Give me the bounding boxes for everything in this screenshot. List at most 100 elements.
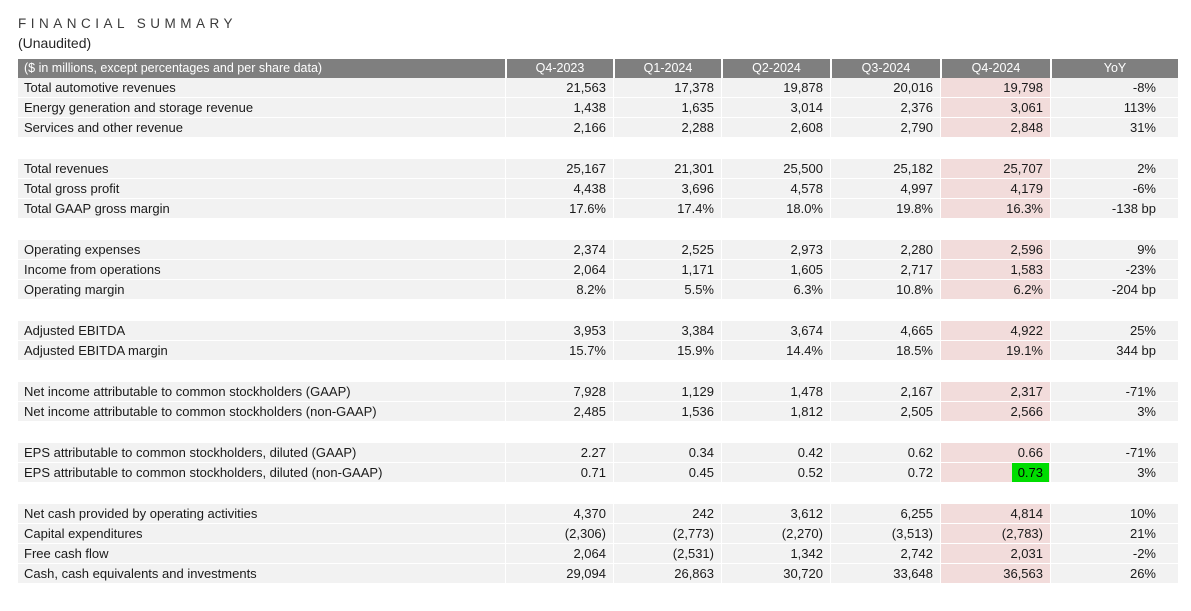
section-spacer (18, 361, 1178, 382)
value-cell: 2.27 (505, 443, 613, 462)
value-cell: 19.1% (940, 341, 1050, 360)
value-cell: 3,384 (613, 321, 721, 340)
table-header-row: ($ in millions, except percentages and p… (18, 59, 1178, 78)
value-cell: 16.3% (940, 199, 1050, 218)
yoy-cell: -8% (1050, 78, 1178, 97)
yoy-cell: 10% (1050, 504, 1178, 523)
value-cell: 2,848 (940, 118, 1050, 137)
table-row: Income from operations 2,064 1,171 1,605 2,7… (18, 260, 1178, 280)
table-row: Total automotive revenues 21,563 17,378 19,… (18, 78, 1178, 98)
table-row: Cash, cash equivalents and investments 29… (18, 564, 1178, 584)
value-cell: 4,922 (940, 321, 1050, 340)
value-cell: 3,696 (613, 179, 721, 198)
value-cell: 1,812 (721, 402, 830, 421)
yoy-cell: 2% (1050, 159, 1178, 178)
row-label-cell: Total automotive revenues (18, 78, 505, 97)
value-cell: 19.8% (830, 199, 940, 218)
section-spacer (18, 422, 1178, 443)
value-cell: 0.42 (721, 443, 830, 462)
value-cell: 19,798 (940, 78, 1050, 97)
row-label-cell: Energy generation and storage revenue (18, 98, 505, 117)
value-cell: 36,563 (940, 564, 1050, 583)
value-cell: 1,478 (721, 382, 830, 401)
value-cell: 4,370 (505, 504, 613, 523)
value-cell: 2,790 (830, 118, 940, 137)
page-subtitle: (Unaudited) (18, 35, 92, 51)
yoy-cell: 344 bp (1050, 341, 1178, 360)
table-row: Operating expenses 2,374 2,525 2,973 2,280 2,… (18, 240, 1178, 260)
table-row: EPS attributable to common stockholders,… (18, 443, 1178, 463)
row-label-cell: Operating expenses (18, 240, 505, 259)
value-cell: 19,878 (721, 78, 830, 97)
value-cell: 30,720 (721, 564, 830, 583)
yoy-cell: 3% (1050, 402, 1178, 421)
value-cell: (2,531) (613, 544, 721, 563)
value-cell: 0.71 (505, 463, 613, 482)
value-cell: 2,596 (940, 240, 1050, 259)
value-cell: 20,016 (830, 78, 940, 97)
value-cell: 1,342 (721, 544, 830, 563)
value-cell: 2,031 (940, 544, 1050, 563)
yoy-cell: 21% (1050, 524, 1178, 543)
value-cell: 17,378 (613, 78, 721, 97)
table-row: Adjusted EBITDA 3,953 3,384 3,674 4,665 4,922… (18, 321, 1178, 341)
yoy-cell: 113% (1050, 98, 1178, 117)
value-cell: 6.3% (721, 280, 830, 299)
row-label-cell: Adjusted EBITDA (18, 321, 505, 340)
value-cell: 2,288 (613, 118, 721, 137)
value-cell: 4,665 (830, 321, 940, 340)
value-cell: 1,536 (613, 402, 721, 421)
value-cell: 2,525 (613, 240, 721, 259)
value-cell: 18.5% (830, 341, 940, 360)
value-cell: 2,280 (830, 240, 940, 259)
value-cell: 1,635 (613, 98, 721, 117)
value-cell: (2,270) (721, 524, 830, 543)
table-row: Operating margin 8.2% 5.5% 6.3% 10.8% 6.2% -20… (18, 280, 1178, 300)
row-label-cell: Total gross profit (18, 179, 505, 198)
value-cell: 2,064 (505, 544, 613, 563)
value-cell: 0.45 (613, 463, 721, 482)
value-cell: 2,317 (940, 382, 1050, 401)
value-cell: 0.52 (721, 463, 830, 482)
table-row: Energy generation and storage revenue 1,4… (18, 98, 1178, 118)
yoy-cell: 31% (1050, 118, 1178, 137)
row-label-cell: Income from operations (18, 260, 505, 279)
value-cell: 0.62 (830, 443, 940, 462)
row-label-cell: EPS attributable to common stockholders,… (18, 443, 505, 462)
value-cell: 4,179 (940, 179, 1050, 198)
yoy-cell: 3% (1050, 463, 1178, 482)
yoy-cell: -6% (1050, 179, 1178, 198)
value-cell: 2,973 (721, 240, 830, 259)
value-cell: 29,094 (505, 564, 613, 583)
row-label-cell: Free cash flow (18, 544, 505, 563)
table-header-units-label: ($ in millions, except percentages and p… (18, 59, 505, 78)
row-label-cell: EPS attributable to common stockholders,… (18, 463, 505, 482)
value-cell: (2,783) (940, 524, 1050, 543)
table-row: Capital expenditures (2,306) (2,773) (2,270… (18, 524, 1178, 544)
value-cell: 17.4% (613, 199, 721, 218)
row-label-cell: Net income attributable to common stockh… (18, 382, 505, 401)
value-cell: 14.4% (721, 341, 830, 360)
table-header-col-q4-2023: Q4-2023 (505, 59, 613, 78)
value-cell: 2,742 (830, 544, 940, 563)
value-cell: 1,605 (721, 260, 830, 279)
table-row: Services and other revenue 2,166 2,288 2,60… (18, 118, 1178, 138)
value-cell: 2,717 (830, 260, 940, 279)
row-label-cell: Net income attributable to common stockh… (18, 402, 505, 421)
value-cell: 2,608 (721, 118, 830, 137)
yoy-cell: 25% (1050, 321, 1178, 340)
value-cell: 4,438 (505, 179, 613, 198)
highlighted-value: 0.73 (1011, 463, 1049, 482)
value-cell: 8.2% (505, 280, 613, 299)
row-label-cell: Net cash provided by operating activitie… (18, 504, 505, 523)
section-spacer (18, 138, 1178, 159)
financial-summary-page: FINANCIAL SUMMARY (Unaudited) ($ in mill… (18, 16, 1178, 584)
table-row: Total GAAP gross margin 17.6% 17.4% 18.0% 19… (18, 199, 1178, 219)
value-cell: 3,014 (721, 98, 830, 117)
value-cell: 3,953 (505, 321, 613, 340)
financial-summary-table: ($ in millions, except percentages and p… (18, 59, 1178, 584)
table-row: Free cash flow 2,064 (2,531) 1,342 2,742 2,03… (18, 544, 1178, 564)
value-cell: 0.72 (830, 463, 940, 482)
value-cell: 10.8% (830, 280, 940, 299)
table-row: Net income attributable to common stockh… (18, 382, 1178, 402)
